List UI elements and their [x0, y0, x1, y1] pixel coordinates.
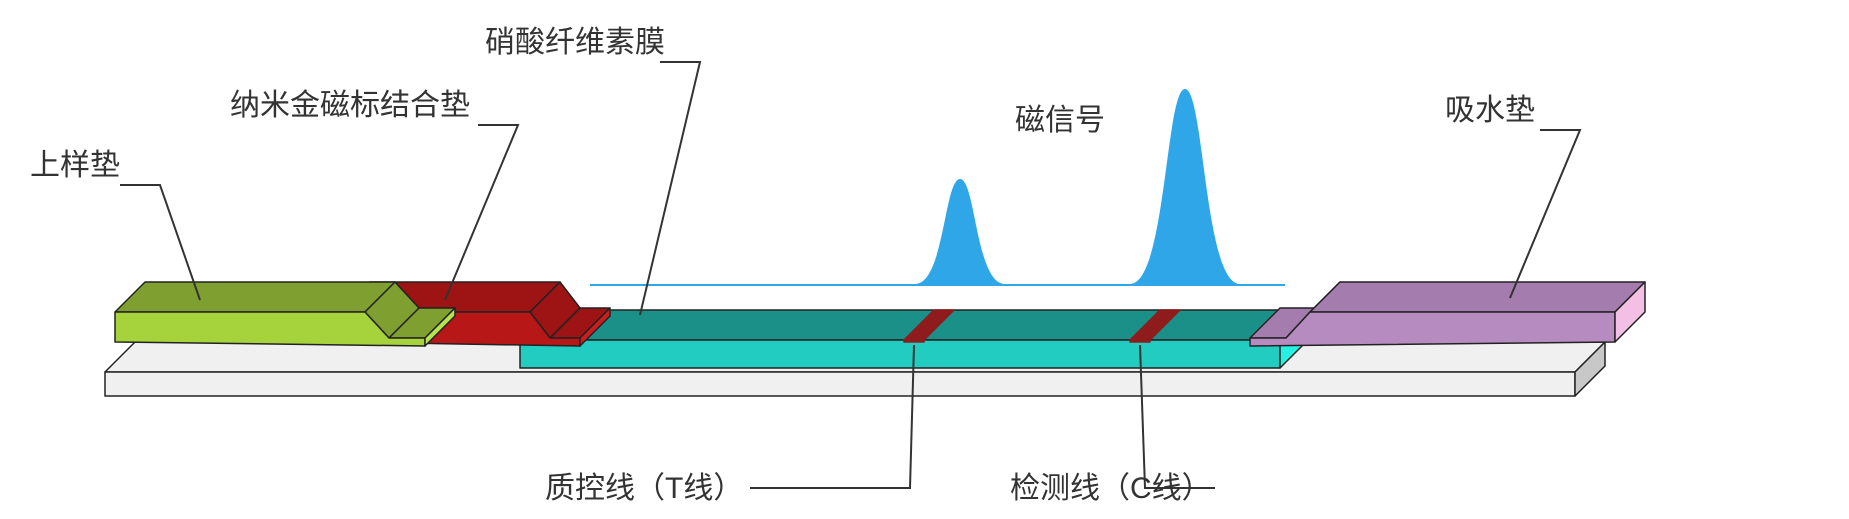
absorbent-pad-label: 吸水垫	[1445, 94, 1535, 127]
t-line-label: 质控线（T线）	[545, 472, 743, 505]
nc-membrane-front	[520, 340, 1280, 368]
nc-membrane-leader	[640, 62, 700, 315]
absorbent-pad-top	[1310, 282, 1645, 312]
c-line-front	[1130, 340, 1150, 342]
sample-pad-label: 上样垫	[30, 149, 120, 182]
conjugate-pad-label: 纳米金磁标结合垫	[230, 89, 470, 122]
absorbent-pad-front	[1250, 312, 1615, 346]
absorbent-pad-leader	[1510, 130, 1580, 298]
sample-pad-top	[115, 282, 395, 312]
t-line-front	[904, 340, 924, 342]
conjugate-pad-leader	[445, 125, 518, 300]
base-card-front	[105, 372, 1575, 396]
nc-membrane-label: 硝酸纤维素膜	[485, 26, 665, 59]
magnetic-signal-curve	[590, 89, 1285, 286]
magnetic-signal-label: 磁信号	[1015, 104, 1105, 137]
diagram-canvas: 上样垫纳米金磁标结合垫硝酸纤维素膜磁信号吸水垫质控线（T线）检测线（C线）	[0, 0, 1849, 519]
